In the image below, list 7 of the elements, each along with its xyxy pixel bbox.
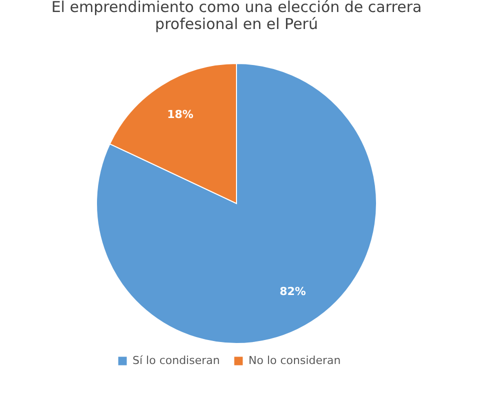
pie-slice [96,63,377,344]
data-label: 18% [167,108,194,121]
legend-label: Sí lo condiseran [132,354,220,367]
legend-label: No lo consideran [248,354,341,367]
text: El emprendimiento como una elección de carrera [51,0,422,16]
text: profesional en el Perú [155,15,318,33]
data-label: 82% [280,285,306,298]
